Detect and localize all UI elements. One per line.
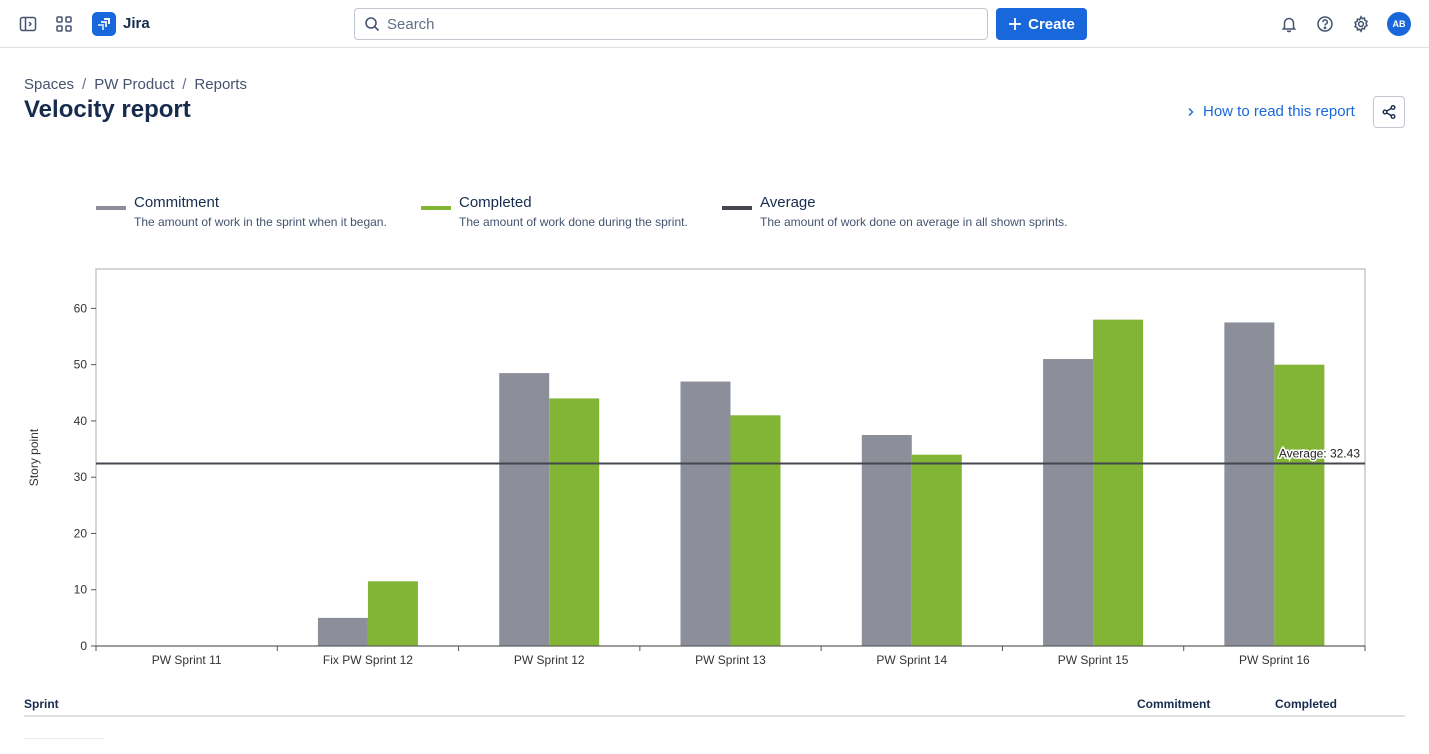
y-tick-label: 40 [74,414,88,428]
legend-description: The amount of work done on average in al… [760,215,1068,229]
bar-commitment [317,617,368,646]
y-tick-label: 0 [80,639,87,653]
column-header-commitment[interactable]: Commitment [1137,697,1211,711]
bell-icon[interactable] [1277,12,1301,36]
avatar[interactable]: AB [1387,12,1411,36]
legend-swatch-completed [421,206,451,210]
legend-description: The amount of work done during the sprin… [459,215,688,229]
x-tick-label: PW Sprint 16 [1239,653,1310,667]
bar-commitment [1224,322,1275,646]
velocity-chart: 0 10 20 30 40 50 60 Story point PW Sprint 11 Fix … [27,268,1366,667]
x-tick-label: PW Sprint 15 [1058,653,1129,667]
y-tick-label: 30 [74,470,88,484]
x-tick-label: Fix PW Sprint 12 [323,653,413,667]
bar-completed [1274,364,1325,646]
search-icon [364,16,380,37]
x-tick-label: PW Sprint 11 [152,653,222,667]
jira-logo-icon[interactable] [92,12,116,36]
y-tick-label: 50 [74,358,88,372]
help-icon[interactable] [1313,12,1337,36]
sprint-table-header: Sprint Commitment Completed [24,696,1405,717]
y-tick-label: 60 [74,301,88,315]
search-input[interactable] [387,9,977,39]
column-header-completed[interactable]: Completed [1275,697,1338,711]
legend-swatch-commitment [96,206,126,210]
search-box[interactable] [354,8,988,40]
breadcrumb-project[interactable]: PW Product [94,76,175,93]
app-switcher-icon[interactable] [52,12,76,36]
plus-icon [1009,18,1022,30]
app-name[interactable]: Jira [123,15,150,32]
legend-title: Completed [459,194,532,211]
bar-completed [549,398,600,646]
legend-title: Commitment [134,194,220,211]
breadcrumb-spaces[interactable]: Spaces [24,76,75,93]
legend-description: The amount of work in the sprint when it… [134,215,387,229]
bar-commitment [861,434,912,646]
average-label: Average: 32.43 [1279,447,1361,461]
bar-completed [1093,319,1144,646]
legend-swatch-average [722,206,752,210]
bar-commitment [499,373,550,646]
how-to-read-label: How to read this report [1203,103,1355,120]
sidebar-toggle-icon[interactable] [16,12,40,36]
bar-commitment [680,381,731,646]
bar-commitment [1043,359,1094,646]
breadcrumb-reports[interactable]: Reports [194,76,247,93]
create-button[interactable]: Create [996,8,1087,40]
y-axis-label: Story point [27,428,41,486]
gear-icon[interactable] [1349,12,1373,36]
column-header-sprint[interactable]: Sprint [24,697,59,711]
y-tick-label: 10 [74,583,88,597]
breadcrumb: Spaces / PW Product / Reports [24,76,247,93]
x-tick-label: PW Sprint 12 [514,653,585,667]
bar-completed [730,415,781,646]
breadcrumb-separator: / [182,76,187,93]
top-navigation: Jira Create AB [0,0,1429,48]
create-button-label: Create [1028,15,1075,33]
y-tick-label: 20 [74,526,88,540]
breadcrumb-separator: / [82,76,87,93]
table-row-divider [24,738,104,739]
bar-completed [367,581,418,646]
share-button[interactable] [1373,96,1405,128]
page-title: Velocity report [24,96,191,123]
share-icon [1382,105,1396,119]
bar-completed [911,454,962,646]
x-tick-label: PW Sprint 14 [876,653,947,667]
chevron-right-icon [1188,107,1194,116]
legend-title: Average [760,194,816,211]
x-tick-label: PW Sprint 13 [695,653,766,667]
how-to-read-link[interactable]: How to read this report [1186,103,1355,120]
